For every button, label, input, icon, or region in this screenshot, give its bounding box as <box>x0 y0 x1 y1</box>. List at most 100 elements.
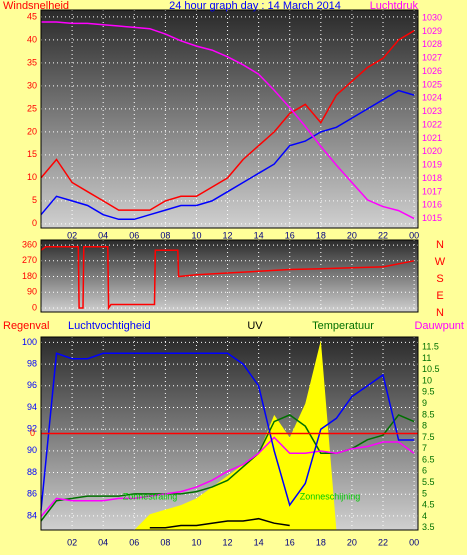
chart-title: 24 hour graph day : 14 March 2014 <box>169 0 341 12</box>
y2-tick-label: 9.5 <box>422 387 435 397</box>
rain-tick-label: 0 <box>30 428 35 438</box>
series-header: Regenval <box>3 320 49 332</box>
line <box>41 21 415 220</box>
y2-tick-label: 9 <box>422 398 427 408</box>
direction-label: S <box>436 273 443 285</box>
y2-tick-label: 1030 <box>422 12 442 22</box>
y2-tick-label: 1027 <box>422 53 442 63</box>
x-tick-label: 12 <box>223 537 233 547</box>
series-header: Luchtvochtigheid <box>68 320 151 332</box>
x-tick-label: 22 <box>378 537 388 547</box>
x-tick-label: 00 <box>409 230 419 240</box>
line <box>40 246 415 311</box>
y2-tick-label: 1023 <box>422 106 442 116</box>
y2-tick-label: 8.5 <box>422 409 435 419</box>
x-tick-label: 16 <box>285 537 295 547</box>
y2-tick-label: 1022 <box>422 119 442 129</box>
direction-label: W <box>435 256 446 268</box>
y2-tick-label: 4 <box>422 511 427 521</box>
y2-tick-label: 4.5 <box>422 500 435 510</box>
y-tick-label: 30 <box>27 80 37 90</box>
x-tick-label: 08 <box>160 230 170 240</box>
y-tick-label: 5 <box>32 195 37 205</box>
x-tick-label: 18 <box>316 537 326 547</box>
y-tick-label: 100 <box>22 337 37 347</box>
y-tick-label: 15 <box>27 149 37 159</box>
y2-tick-label: 1024 <box>422 93 442 103</box>
y-tick-label: 98 <box>27 358 37 368</box>
y2-tick-label: 1019 <box>422 160 442 170</box>
x-tick-label: 04 <box>98 230 108 240</box>
x-tick-label: 02 <box>67 537 77 547</box>
y2-tick-label: 10 <box>422 375 432 385</box>
x-tick-label: 16 <box>285 230 295 240</box>
area <box>41 340 415 530</box>
x-tick-label: 04 <box>98 537 108 547</box>
y2-tick-label: 1021 <box>422 133 442 143</box>
y-tick-label: 90 <box>27 445 37 455</box>
y2-tick-label: 1026 <box>422 66 442 76</box>
y-tick-label: 96 <box>27 380 37 390</box>
line <box>40 89 415 221</box>
y-tick-label: 84 <box>27 510 37 520</box>
y-tick-label: 0 <box>32 302 37 312</box>
y2-tick-label: 1029 <box>422 26 442 36</box>
y2-tick-label: 1020 <box>422 146 442 156</box>
y-tick-label: 20 <box>27 126 37 136</box>
x-tick-label: 00 <box>409 537 419 547</box>
x-tick-label: 06 <box>129 537 139 547</box>
y-tick-label: 94 <box>27 402 37 412</box>
x-tick-label: 06 <box>129 230 139 240</box>
series-header: Temperatuur <box>312 320 374 332</box>
direction-label: N <box>436 239 444 251</box>
x-tick-label: 14 <box>254 537 264 547</box>
plot-border <box>40 336 419 531</box>
y2-tick-label: 6 <box>422 466 427 476</box>
y-tick-label: 10 <box>27 172 37 182</box>
x-tick-label: 02 <box>67 230 77 240</box>
y2-tick-label: 7 <box>422 443 427 453</box>
y2-tick-label: 1017 <box>422 186 442 196</box>
series-header: UV <box>247 320 263 332</box>
y2-tick-label: 1018 <box>422 173 442 183</box>
y2-tick-label: 6.5 <box>422 454 435 464</box>
plot-border <box>40 9 419 229</box>
y2-tick-label: 11.5 <box>422 342 439 352</box>
x-tick-label: 22 <box>378 230 388 240</box>
y2-tick-label: 1028 <box>422 39 442 49</box>
x-tick-label: 20 <box>347 230 357 240</box>
y-tick-label: 40 <box>27 34 37 44</box>
y-tick-label: 270 <box>22 255 37 265</box>
y-tick-label: 88 <box>27 467 37 477</box>
direction-label: N <box>436 307 444 319</box>
y2-tick-label: 3.5 <box>422 522 435 532</box>
line <box>40 352 415 511</box>
plot-background <box>41 240 418 312</box>
y2-tick-label: 10.5 <box>422 364 440 374</box>
y2-tick-label: 1015 <box>422 213 442 223</box>
x-tick-label: 20 <box>347 537 357 547</box>
plot-border <box>40 239 419 313</box>
y-tick-label: 45 <box>27 11 37 21</box>
x-tick-label: 08 <box>160 537 170 547</box>
x-tick-label: 10 <box>191 230 201 240</box>
y-axis-label: Windsnelheid <box>3 0 69 12</box>
y2-tick-label: 7.5 <box>422 432 435 442</box>
y2-tick-label: 8 <box>422 421 427 431</box>
y-tick-label: 180 <box>22 271 37 281</box>
plot-background <box>41 10 418 228</box>
y-tick-label: 360 <box>22 239 37 249</box>
x-tick-label: 18 <box>316 230 326 240</box>
y2-axis-label: Luchtdruk <box>370 0 419 12</box>
direction-label: E <box>436 290 443 302</box>
x-tick-label: 14 <box>254 230 264 240</box>
y-tick-label: 90 <box>27 287 37 297</box>
y2-tick-label: 1016 <box>422 200 442 210</box>
y2-tick-label: 5 <box>422 488 427 498</box>
annotation: Zonnestraling <box>123 491 178 501</box>
x-tick-label: 12 <box>223 230 233 240</box>
y2-tick-label: 5.5 <box>422 477 435 487</box>
y-tick-label: 0 <box>32 218 37 228</box>
y2-tick-label: 11 <box>422 353 431 363</box>
